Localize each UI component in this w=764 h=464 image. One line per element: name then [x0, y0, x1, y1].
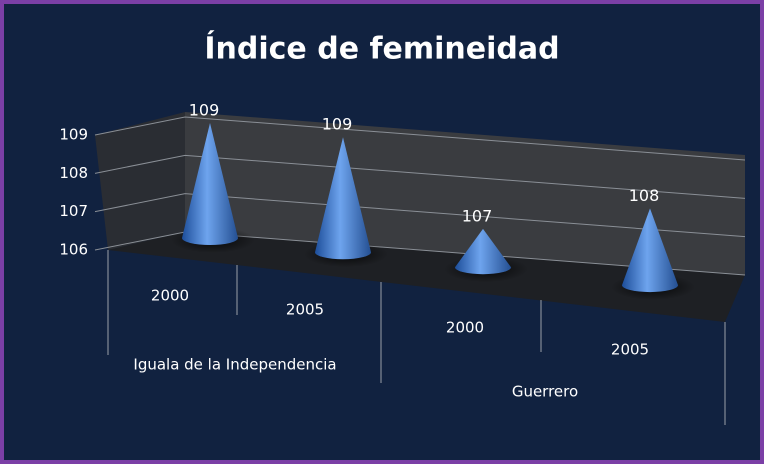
data-label: 108 — [629, 186, 660, 205]
grid-line — [94, 193, 746, 238]
y-tick-label: 106 — [59, 241, 88, 259]
chart-title: Índice de femineidad — [204, 31, 559, 67]
cone — [315, 137, 372, 260]
data-label: 109 — [322, 115, 353, 134]
dividers — [107, 250, 726, 425]
x-tick-label: 2000 — [446, 319, 484, 337]
cone — [182, 123, 238, 245]
floor — [108, 232, 745, 322]
y-tick-label: 108 — [59, 164, 88, 182]
grid-line — [94, 154, 746, 199]
x-tick-label: 2005 — [611, 341, 649, 359]
data-label: 109 — [189, 101, 220, 120]
side-wall — [95, 112, 185, 250]
group-label: Iguala de la Independencia — [133, 356, 336, 374]
cone — [622, 208, 678, 293]
x-tick-label: 2000 — [151, 287, 189, 305]
data-label: 107 — [462, 206, 493, 225]
group-label: Guerrero — [512, 383, 578, 401]
y-tick-label: 109 — [59, 126, 88, 144]
x-tick-label: 2005 — [286, 301, 324, 319]
y-tick-label: 107 — [59, 202, 88, 220]
grid-line — [94, 116, 746, 161]
cone — [455, 228, 511, 275]
